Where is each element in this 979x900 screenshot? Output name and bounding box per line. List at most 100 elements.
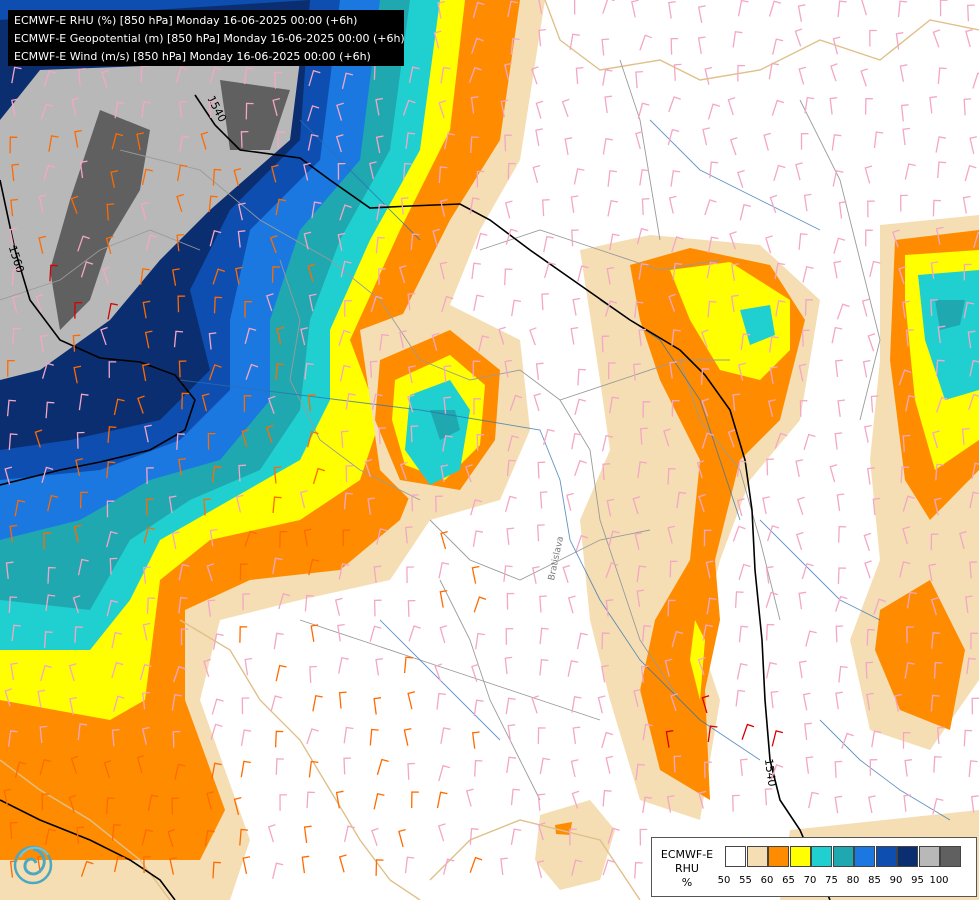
wind-barb (473, 294, 484, 312)
river-7 (819, 719, 951, 821)
wind-barb (667, 525, 675, 544)
wind-barb (478, 335, 490, 352)
wind-barb (897, 0, 908, 18)
wind-barb (338, 854, 347, 873)
wind-barb (835, 691, 843, 710)
wind-barb (408, 625, 421, 642)
wind-barb (44, 828, 56, 846)
wind-barb (307, 394, 316, 412)
wind-barb (442, 858, 455, 875)
wind-barb (275, 664, 287, 682)
wind-barb (167, 828, 176, 848)
wind-barb (703, 529, 712, 547)
balkan-coast (429, 819, 641, 900)
wind-barb (866, 628, 875, 646)
wind-barb (239, 563, 248, 581)
wind-barb (604, 300, 618, 317)
wind-barb (70, 195, 79, 214)
wind-barb (304, 594, 314, 612)
wind-barb (670, 170, 681, 187)
wind-barb (569, 33, 580, 51)
wind-barb (966, 657, 976, 675)
wind-barb (439, 589, 448, 608)
wind-barb (212, 861, 221, 879)
wind-barb (636, 227, 649, 245)
wind-barb (836, 493, 845, 511)
wind-barb (439, 261, 448, 280)
wind-barb (211, 762, 222, 780)
wind-barb (506, 756, 517, 774)
wind-barb (239, 828, 249, 846)
wind-barb (932, 430, 940, 449)
wind-barb (796, 496, 805, 515)
wind-barb (3, 788, 12, 807)
wind-barb (902, 732, 911, 749)
wind-barb (765, 661, 778, 679)
wind-barb (40, 334, 48, 353)
wind-barb (240, 729, 252, 746)
wind-barb (737, 0, 749, 17)
wind-barb (14, 761, 27, 778)
wind-barb (275, 758, 284, 775)
wind-barb (765, 623, 775, 641)
wind-barb (732, 393, 741, 411)
rhu-65-east (670, 262, 790, 700)
wind-barb (79, 160, 88, 179)
wind-barb (935, 136, 947, 153)
legend-title: ECMWF-E RHU % (654, 848, 720, 890)
wind-barb (146, 467, 154, 485)
wind-barb (469, 827, 479, 845)
wind-barb (933, 756, 942, 773)
wind-barb (507, 162, 516, 180)
wind-barb (601, 664, 609, 683)
wind-barb (306, 431, 319, 448)
wind-barb (727, 97, 736, 116)
wind-barb (272, 557, 283, 575)
wind-barb (763, 132, 771, 151)
wind-barb (963, 98, 972, 116)
wind-barb (176, 193, 184, 212)
wind-barb (299, 490, 308, 509)
wind-barb (470, 96, 479, 114)
wind-barb (510, 37, 520, 55)
wind-barb (143, 526, 156, 544)
wind-barb (373, 565, 382, 583)
wind-barb (431, 332, 440, 351)
wind-barb (932, 798, 944, 815)
legend-tick-55: 55 (739, 875, 752, 886)
contour-1560 (0, 179, 196, 486)
wind-barb (11, 268, 21, 286)
wind-barb (577, 265, 589, 282)
wind-barb (696, 460, 705, 479)
wind-barb (704, 199, 717, 216)
wind-barb (303, 231, 312, 250)
wind-barb (510, 788, 521, 806)
legend-tick-50: 50 (717, 875, 731, 886)
wind-barb (601, 434, 614, 452)
wind-barb (802, 692, 811, 711)
wind-barb (577, 368, 586, 386)
legend-tick-90: 90 (889, 875, 903, 886)
wind-barb (178, 457, 186, 476)
wind-barb (798, 660, 807, 679)
wind-barb (798, 233, 808, 250)
wind-barb (471, 565, 480, 584)
wind-barb (403, 162, 412, 180)
wind-barb (7, 730, 18, 747)
wind-barb (465, 788, 474, 807)
wind-barb (8, 433, 18, 450)
wind-barb (571, 229, 579, 247)
wind-barb (68, 663, 77, 682)
wind-barb (103, 760, 112, 779)
wind-barb (935, 396, 949, 413)
wind-barb (537, 822, 546, 841)
wind-barb (48, 135, 59, 152)
wind-barb (338, 691, 347, 709)
wind-barb (671, 329, 681, 346)
wind-barb (12, 327, 21, 345)
wind-barb (504, 268, 513, 286)
wind-barb (241, 428, 250, 447)
wind-barb (434, 663, 443, 682)
wind-barb (272, 97, 281, 116)
wind-barb (106, 461, 116, 478)
